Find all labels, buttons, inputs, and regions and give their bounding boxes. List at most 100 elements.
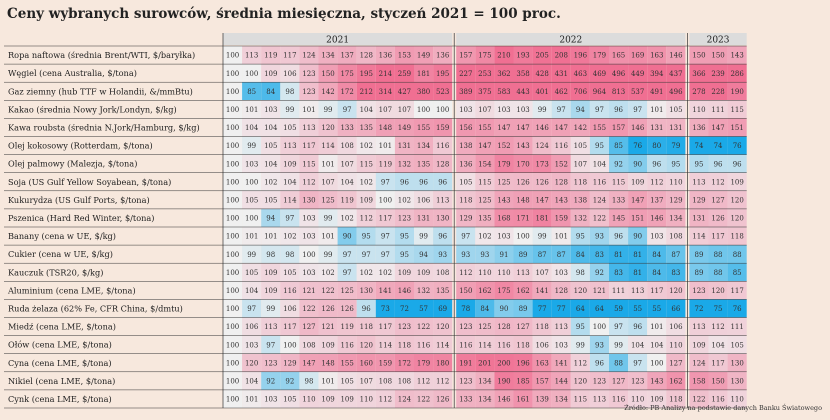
heatmap-cell (513, 118, 533, 137)
cell-value: 118 (574, 178, 587, 186)
heatmap-cell (727, 208, 747, 227)
cell-value: 120 (436, 323, 449, 331)
heatmap-cell (280, 227, 300, 246)
heatmap-cell (433, 100, 453, 119)
heatmap-cell (570, 389, 590, 408)
cell-value: 103 (555, 341, 568, 349)
heatmap-cell (513, 353, 533, 372)
cell-value: 76 (733, 305, 742, 313)
cell-value: 131 (669, 124, 682, 132)
cell-value: 127 (711, 196, 724, 204)
heatmap-cell (456, 172, 476, 191)
cell-value: 100 (226, 196, 239, 204)
heatmap-cell (456, 64, 476, 83)
heatmap-cell (433, 154, 453, 173)
heatmap-cell (551, 227, 571, 246)
heatmap-cell (666, 82, 686, 101)
heatmap-cell (551, 335, 571, 354)
cell-value: 96 (419, 178, 428, 186)
cell-value: 97 (343, 251, 352, 259)
cell-value: 133 (612, 196, 625, 204)
cell-value: 462 (555, 88, 568, 96)
cell-value: 108 (436, 269, 449, 277)
heatmap-cell (609, 118, 629, 137)
heatmap-cell (727, 335, 747, 354)
heatmap-cell (414, 100, 434, 119)
cell-value: 146 (650, 215, 664, 223)
row-label: Ropa naftowa (średnia Brent/WTI, $/barył… (8, 50, 195, 60)
heatmap-cell (532, 136, 552, 155)
heatmap-cell (570, 190, 590, 209)
year-header-bar (223, 33, 453, 45)
cell-value: 95 (576, 233, 585, 241)
cell-value: 72 (400, 305, 409, 313)
heatmap-cell (337, 82, 357, 101)
cell-value: 97 (343, 269, 352, 277)
heatmap-cell (375, 371, 395, 390)
cell-value: 77 (557, 305, 566, 313)
cell-value: 146 (497, 396, 511, 404)
cell-value: 170 (516, 160, 529, 168)
heatmap-cell (628, 100, 648, 119)
cell-value: 126 (340, 305, 354, 313)
cell-value: 100 (226, 178, 239, 186)
cell-value: 98 (304, 377, 313, 385)
cell-value: 116 (283, 287, 297, 295)
cell-value: 116 (593, 178, 607, 186)
cell-value: 131 (650, 124, 663, 132)
cell-value: 491 (650, 88, 663, 96)
cell-value: 105 (730, 341, 743, 349)
heatmap-cell (280, 46, 300, 65)
cell-value: 102 (264, 178, 277, 186)
cell-value: 109 (650, 396, 663, 404)
cell-value: 239 (711, 70, 724, 78)
heatmap-cell (551, 190, 571, 209)
heatmap-cell (494, 389, 514, 408)
heatmap-cell (375, 335, 395, 354)
cell-value: 116 (612, 396, 626, 404)
heatmap-cell (318, 46, 338, 65)
heatmap-cell (494, 335, 514, 354)
heatmap-cell (666, 46, 686, 65)
heatmap-cell (609, 227, 629, 246)
heatmap-cell (570, 208, 590, 227)
heatmap-cell (375, 389, 395, 408)
cell-value: 148 (516, 196, 529, 204)
row-label: Kauczuk (TSR20, $/kg) (8, 267, 103, 277)
cell-value: 132 (398, 160, 411, 168)
cell-value: 85 (247, 88, 256, 96)
heatmap-cell (299, 281, 319, 300)
heatmap-cell (513, 154, 533, 173)
heatmap-cell (708, 172, 728, 191)
cell-value: 100 (650, 359, 663, 367)
heatmap-cell (666, 353, 686, 372)
heatmap-cell (609, 317, 629, 336)
row-label: Gaz ziemny (hub TTF w Holandii, &/mmBtu) (8, 86, 193, 96)
cell-value: 147 (631, 196, 644, 204)
cell-value: 104 (340, 178, 354, 186)
heatmap-cell (666, 389, 686, 408)
cell-value: 380 (417, 88, 430, 96)
cell-value: 228 (711, 88, 724, 96)
heatmap-cell (356, 64, 376, 83)
cell-value: 121 (302, 287, 315, 295)
cell-value: 112 (650, 178, 663, 186)
heatmap-cell (532, 190, 552, 209)
cell-value: 116 (436, 142, 450, 150)
cell-value: 101 (302, 106, 315, 114)
cell-value: 103 (302, 215, 315, 223)
heatmap-cell (223, 245, 243, 264)
heatmap-cell (394, 154, 414, 173)
cell-value: 96 (652, 160, 661, 168)
heatmap-cell (628, 136, 648, 155)
cell-value: 375 (478, 88, 491, 96)
cell-value: 114 (478, 341, 492, 349)
cell-value: 136 (459, 160, 473, 168)
cell-value: 130 (302, 196, 315, 204)
heatmap-cell (394, 353, 414, 372)
heatmap-cell (513, 100, 533, 119)
heatmap-cell (532, 100, 552, 119)
heatmap-cell (494, 371, 514, 390)
heatmap-cell (280, 245, 300, 264)
